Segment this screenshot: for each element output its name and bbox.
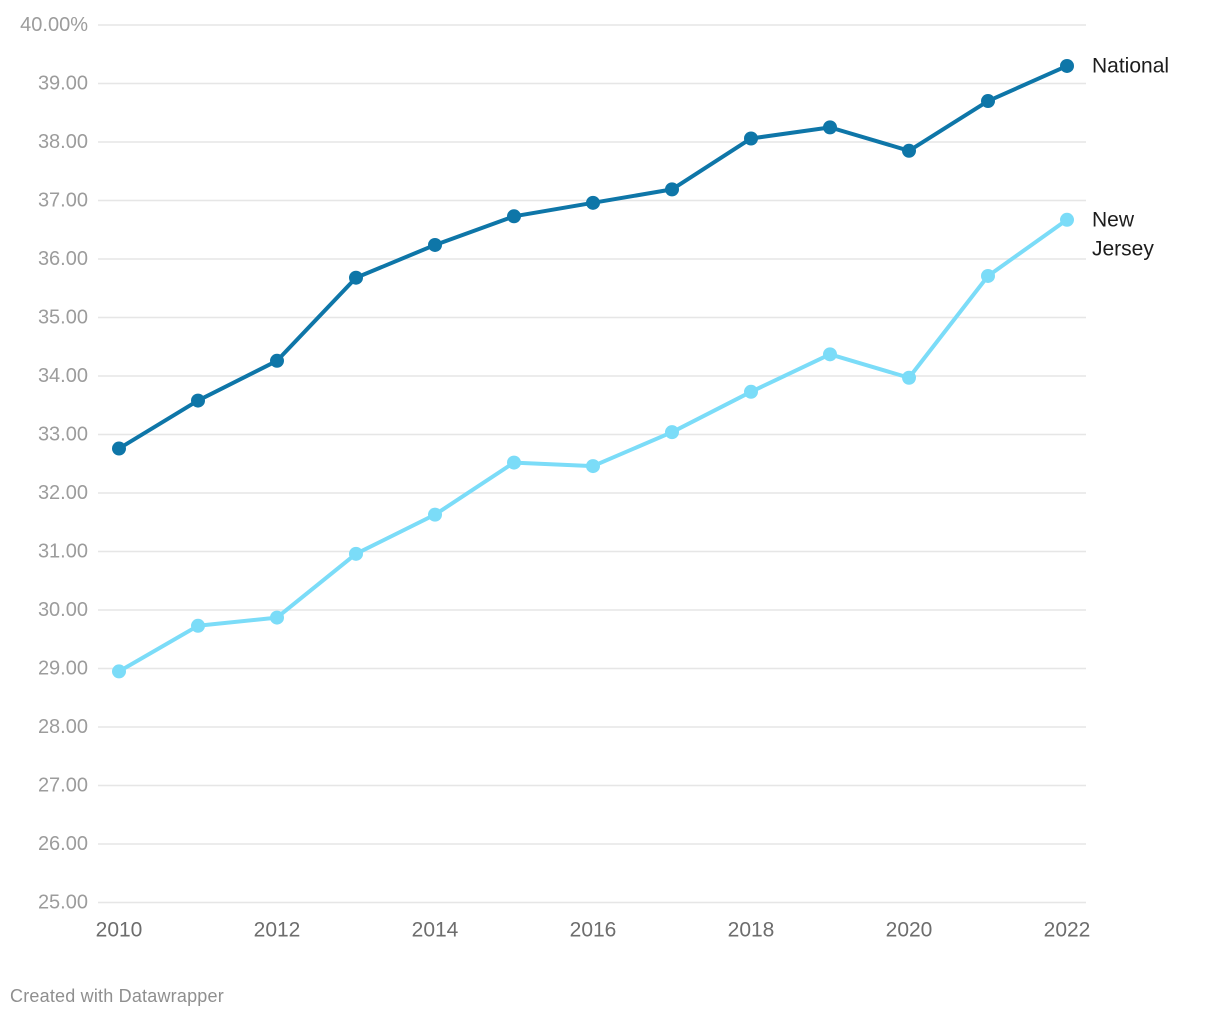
y-axis-tick-label: 32.00 (38, 482, 88, 504)
data-point-new-jersey[interactable] (507, 455, 521, 470)
data-point-new-jersey[interactable] (428, 507, 442, 522)
data-point-new-jersey[interactable] (191, 618, 205, 633)
data-point-national[interactable] (349, 270, 363, 285)
data-point-new-jersey[interactable] (665, 425, 679, 440)
series-label-national: National (1092, 54, 1169, 77)
y-axis-tick-label: 27.00 (38, 775, 88, 797)
y-axis-tick-label: 40.00% (20, 14, 88, 36)
data-point-national[interactable] (1060, 58, 1074, 73)
datawrapper-credit[interactable]: Created with Datawrapper (10, 986, 224, 1006)
data-point-new-jersey[interactable] (981, 268, 995, 283)
data-point-new-jersey[interactable] (349, 546, 363, 561)
data-point-national[interactable] (191, 393, 205, 408)
data-point-national[interactable] (428, 237, 442, 252)
y-axis-tick-label: 37.00 (38, 190, 88, 212)
data-point-national[interactable] (902, 143, 916, 158)
data-point-national[interactable] (586, 195, 600, 210)
data-point-national[interactable] (823, 120, 837, 135)
y-axis-tick-label: 39.00 (38, 73, 88, 95)
y-axis-tick-label: 36.00 (38, 248, 88, 270)
x-axis-tick-label: 2022 (1044, 919, 1091, 942)
data-point-national[interactable] (665, 182, 679, 197)
chart-svg: 40.00% 39.00 38.00 37.00 36.00 35.00 34.00 33.0… (20, 14, 1169, 942)
data-point-new-jersey[interactable] (744, 384, 758, 399)
data-point-national[interactable] (744, 131, 758, 146)
x-axis-tick-label: 2020 (886, 919, 933, 942)
y-axis-tick-label: 25.00 (38, 892, 88, 914)
y-axis-tick-label: 38.00 (38, 131, 88, 153)
x-axis-tick-label: 2012 (254, 919, 301, 942)
y-axis-tick-label: 30.00 (38, 599, 88, 621)
y-axis-tick-label: 26.00 (38, 833, 88, 855)
data-point-new-jersey[interactable] (586, 459, 600, 474)
series-label-new-jersey: Jersey (1092, 237, 1154, 260)
y-axis-tick-label: 34.00 (38, 365, 88, 387)
y-axis-tick-label: 29.00 (38, 658, 88, 680)
x-axis-tick-label: 2016 (570, 919, 617, 942)
series-line-national (117, 63, 1069, 451)
series-line-new-jersey (117, 217, 1069, 674)
x-axis-tick-label: 2018 (728, 919, 775, 942)
data-point-national[interactable] (112, 441, 126, 456)
y-axis-tick-label: 35.00 (38, 307, 88, 329)
data-point-new-jersey[interactable] (112, 664, 126, 679)
y-axis-tick-label: 28.00 (38, 716, 88, 738)
data-point-national[interactable] (270, 353, 284, 368)
data-point-new-jersey[interactable] (1060, 212, 1074, 227)
data-point-new-jersey[interactable] (902, 370, 916, 385)
data-point-national[interactable] (507, 209, 521, 224)
x-axis-tick-label: 2014 (412, 919, 459, 942)
y-axis-tick-label: 31.00 (38, 541, 88, 563)
y-axis-tick-label: 33.00 (38, 424, 88, 446)
data-point-new-jersey[interactable] (270, 610, 284, 625)
data-point-new-jersey[interactable] (823, 347, 837, 362)
data-point-national[interactable] (981, 94, 995, 109)
x-axis-tick-label: 2010 (96, 919, 143, 942)
line-chart: 40.00% 39.00 38.00 37.00 36.00 35.00 34.00 33.0… (20, 14, 1169, 942)
series-label-new-jersey: New (1092, 208, 1135, 231)
